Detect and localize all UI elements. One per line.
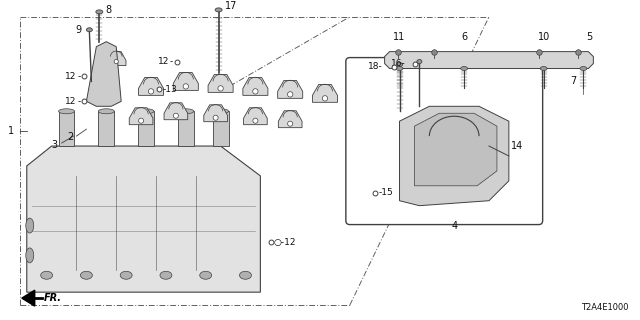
Polygon shape bbox=[312, 84, 337, 102]
Text: 14: 14 bbox=[511, 141, 523, 151]
Circle shape bbox=[173, 113, 179, 118]
Ellipse shape bbox=[81, 271, 92, 279]
Ellipse shape bbox=[41, 271, 52, 279]
Text: 10: 10 bbox=[538, 32, 550, 42]
Ellipse shape bbox=[580, 67, 587, 70]
Ellipse shape bbox=[239, 271, 252, 279]
Text: 8: 8 bbox=[106, 5, 111, 15]
Circle shape bbox=[148, 89, 154, 94]
Text: -: - bbox=[77, 72, 81, 81]
Text: T2A4E1000: T2A4E1000 bbox=[580, 303, 628, 312]
Ellipse shape bbox=[417, 60, 422, 64]
Text: 12: 12 bbox=[65, 72, 76, 81]
Ellipse shape bbox=[160, 271, 172, 279]
Ellipse shape bbox=[178, 109, 194, 114]
Polygon shape bbox=[243, 77, 268, 95]
Ellipse shape bbox=[215, 8, 222, 12]
FancyBboxPatch shape bbox=[346, 58, 543, 225]
Polygon shape bbox=[164, 103, 188, 120]
Text: 12: 12 bbox=[157, 57, 169, 66]
Text: 1: 1 bbox=[8, 126, 14, 136]
Polygon shape bbox=[138, 77, 164, 95]
Text: 7: 7 bbox=[570, 76, 577, 86]
Circle shape bbox=[114, 60, 118, 64]
Ellipse shape bbox=[86, 28, 92, 32]
Polygon shape bbox=[86, 42, 121, 106]
Text: 2: 2 bbox=[67, 132, 74, 142]
Text: 3: 3 bbox=[51, 140, 58, 150]
Text: -13: -13 bbox=[163, 85, 178, 94]
Polygon shape bbox=[385, 52, 593, 68]
Polygon shape bbox=[208, 75, 233, 92]
Polygon shape bbox=[178, 111, 194, 146]
Ellipse shape bbox=[96, 10, 103, 14]
Ellipse shape bbox=[59, 109, 74, 114]
Circle shape bbox=[287, 121, 292, 126]
Ellipse shape bbox=[120, 271, 132, 279]
Text: 17: 17 bbox=[225, 1, 237, 11]
Polygon shape bbox=[27, 146, 260, 292]
Ellipse shape bbox=[26, 218, 34, 233]
Ellipse shape bbox=[397, 62, 403, 67]
Text: 4: 4 bbox=[451, 220, 457, 231]
Polygon shape bbox=[278, 111, 302, 128]
Text: 11: 11 bbox=[394, 32, 406, 42]
Ellipse shape bbox=[26, 248, 34, 263]
Polygon shape bbox=[106, 52, 126, 66]
Polygon shape bbox=[138, 111, 154, 146]
Circle shape bbox=[138, 118, 143, 123]
Ellipse shape bbox=[396, 67, 403, 70]
Circle shape bbox=[253, 118, 258, 123]
Text: 16-: 16- bbox=[391, 59, 406, 68]
Text: 9: 9 bbox=[76, 25, 81, 35]
Ellipse shape bbox=[540, 67, 547, 70]
Polygon shape bbox=[129, 108, 153, 125]
Polygon shape bbox=[212, 111, 228, 146]
Text: ○-12: ○-12 bbox=[274, 238, 296, 247]
Polygon shape bbox=[415, 113, 497, 186]
Circle shape bbox=[183, 84, 189, 89]
Polygon shape bbox=[204, 105, 227, 122]
Text: FR.: FR. bbox=[44, 293, 61, 303]
Circle shape bbox=[287, 92, 293, 97]
Ellipse shape bbox=[138, 109, 154, 114]
Polygon shape bbox=[22, 290, 35, 306]
Circle shape bbox=[213, 115, 218, 120]
Ellipse shape bbox=[200, 271, 212, 279]
Polygon shape bbox=[99, 111, 115, 146]
Text: 12: 12 bbox=[65, 97, 76, 106]
Text: 18-: 18- bbox=[368, 62, 383, 71]
Polygon shape bbox=[244, 108, 268, 125]
Ellipse shape bbox=[461, 67, 468, 70]
Polygon shape bbox=[399, 106, 509, 206]
Text: -: - bbox=[170, 57, 173, 66]
Text: 5: 5 bbox=[586, 32, 593, 42]
Polygon shape bbox=[173, 73, 198, 90]
Circle shape bbox=[323, 96, 328, 101]
Text: -: - bbox=[77, 97, 81, 106]
Circle shape bbox=[253, 89, 258, 94]
Ellipse shape bbox=[212, 109, 228, 114]
Polygon shape bbox=[59, 111, 74, 146]
Circle shape bbox=[218, 86, 223, 91]
Polygon shape bbox=[278, 80, 303, 98]
Text: -15: -15 bbox=[379, 188, 394, 197]
Ellipse shape bbox=[99, 109, 115, 114]
Text: 6: 6 bbox=[461, 32, 467, 42]
